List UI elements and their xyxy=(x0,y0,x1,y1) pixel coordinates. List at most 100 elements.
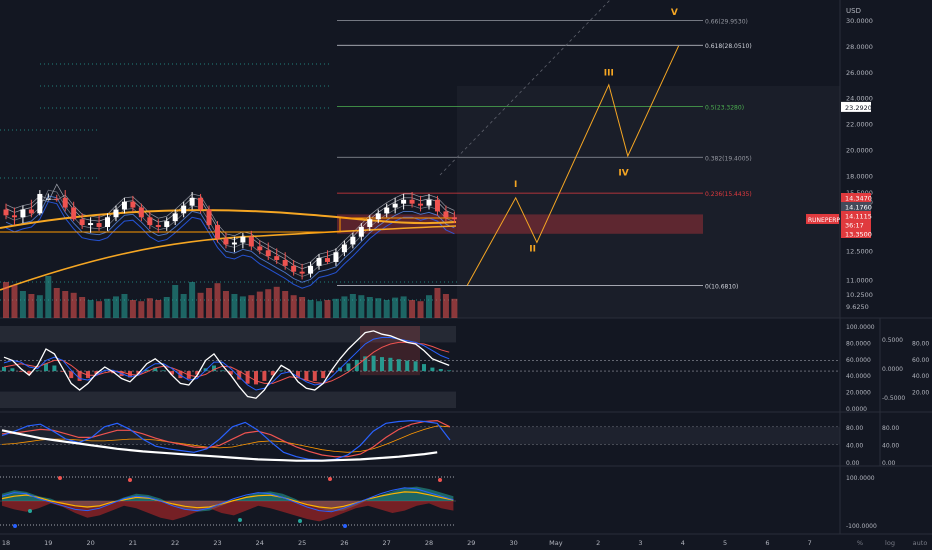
volume-bar xyxy=(96,301,103,318)
histogram-bar xyxy=(153,367,158,372)
volume-bar xyxy=(45,276,52,318)
price-label-box xyxy=(841,211,871,220)
volume-bar xyxy=(332,298,339,318)
volume-bar xyxy=(375,298,382,318)
candle-body xyxy=(240,236,246,243)
histogram-bar xyxy=(396,359,401,372)
volume-bar xyxy=(358,295,365,318)
candle-body xyxy=(418,203,424,206)
wave-label: III xyxy=(604,69,614,79)
candle-body xyxy=(62,197,68,208)
osc1-tick: 60.0000 xyxy=(846,357,871,364)
candle-body xyxy=(248,236,254,247)
candle-body xyxy=(206,209,212,226)
dashed-trend-line xyxy=(439,0,611,176)
osc2-tick: 80.00 xyxy=(846,425,863,432)
histogram-bar xyxy=(35,370,40,372)
histogram-bar xyxy=(77,371,82,381)
volume-bar xyxy=(180,294,187,318)
histogram-bar xyxy=(312,371,317,381)
axis-mode-button[interactable]: auto xyxy=(913,539,928,547)
signal-dot xyxy=(13,524,17,528)
histogram-bar xyxy=(279,370,284,372)
histogram-bar xyxy=(438,369,443,372)
signal-dot xyxy=(438,478,442,482)
volume-bar xyxy=(307,300,314,318)
osc1-tick: 80.0000 xyxy=(846,340,871,347)
price-tick-label: 12.5000 xyxy=(846,247,873,255)
time-tick-label: 7 xyxy=(808,539,812,547)
oscillator-line xyxy=(1,419,451,461)
time-tick-label: 22 xyxy=(171,539,179,547)
oscillator-pane-2 xyxy=(0,419,840,462)
osc1-far-tick: 60.00 xyxy=(912,357,929,364)
candle-body xyxy=(45,198,51,200)
osc1-tick: 0.0000 xyxy=(846,406,867,413)
histogram-bar xyxy=(237,371,242,380)
volume-bar xyxy=(62,291,69,318)
candle-body xyxy=(231,242,237,245)
volume-bar xyxy=(409,300,416,318)
volume-bar xyxy=(282,291,289,318)
price-tick-label: 20.0000 xyxy=(846,147,873,155)
histogram-bar xyxy=(296,371,300,378)
currency-label: USD xyxy=(846,7,861,15)
histogram-bar xyxy=(338,367,342,372)
price-axis[interactable]: 32.000030.000028.000026.000024.000022.00… xyxy=(806,0,873,311)
wave-label: I xyxy=(514,180,517,190)
moving-average-line xyxy=(5,201,455,289)
osc1-far-tick: 80.00 xyxy=(912,340,929,347)
volume-bar xyxy=(19,291,26,318)
oscillator-pane-1 xyxy=(0,326,840,408)
volume-bar xyxy=(70,292,77,318)
candle-body xyxy=(198,197,204,210)
price-label: 14.1760 xyxy=(845,204,872,212)
histogram-bar xyxy=(220,370,225,372)
volume-bar xyxy=(11,285,18,318)
volume-bar xyxy=(3,282,9,318)
main-price-pane xyxy=(0,0,932,535)
oscillator-line xyxy=(3,341,450,384)
supply-zone xyxy=(337,214,703,234)
time-tick-label: 18 xyxy=(2,539,10,547)
axis-mode-button[interactable]: % xyxy=(857,539,863,547)
wave-label: IV xyxy=(618,168,628,178)
histogram-bar xyxy=(371,355,376,372)
volume-bars xyxy=(3,276,458,318)
candle-body xyxy=(434,199,440,212)
osc2-far-tick: 40.00 xyxy=(882,442,899,449)
candle-body xyxy=(79,219,85,226)
time-tick-label: 28 xyxy=(425,539,433,547)
osc1-mid-tick: 0.0000 xyxy=(882,366,903,373)
osc2-tick: 0.00 xyxy=(846,460,860,467)
volume-bar xyxy=(87,300,94,318)
volume-bar xyxy=(273,286,280,318)
price-label: 36:17 xyxy=(845,222,864,230)
long-moving-average xyxy=(0,209,457,229)
histogram-bar xyxy=(69,371,74,379)
osc1-tick: 40.0000 xyxy=(846,373,871,380)
histogram-bar xyxy=(44,363,48,372)
candle-body xyxy=(113,209,119,218)
histogram-bar xyxy=(27,371,32,375)
histogram-bar xyxy=(245,371,250,384)
osc2-far-tick: 0.00 xyxy=(882,460,896,467)
signal-dot xyxy=(343,524,347,528)
candle-body xyxy=(138,207,144,218)
candle-body xyxy=(291,265,297,272)
volume-bar xyxy=(256,291,263,318)
volume-bar xyxy=(392,297,399,318)
volume-bar xyxy=(163,297,170,318)
candlestick-series xyxy=(3,190,457,280)
candle-body xyxy=(164,221,170,227)
volume-bar xyxy=(248,295,255,318)
osc2-tick: 40.00 xyxy=(846,442,863,449)
candle-body xyxy=(71,207,77,220)
time-axis[interactable]: 18 19 20 21 22 23 24 25 26 27 28 29 30 May 2 3 4 5 6 7% log a… xyxy=(2,539,927,547)
axis-mode-button[interactable]: log xyxy=(885,539,895,547)
candle-body xyxy=(54,198,60,200)
price-tick-label: 28.0000 xyxy=(846,43,873,51)
oscillator-pane-3 xyxy=(0,476,456,528)
volume-bar xyxy=(451,298,458,318)
